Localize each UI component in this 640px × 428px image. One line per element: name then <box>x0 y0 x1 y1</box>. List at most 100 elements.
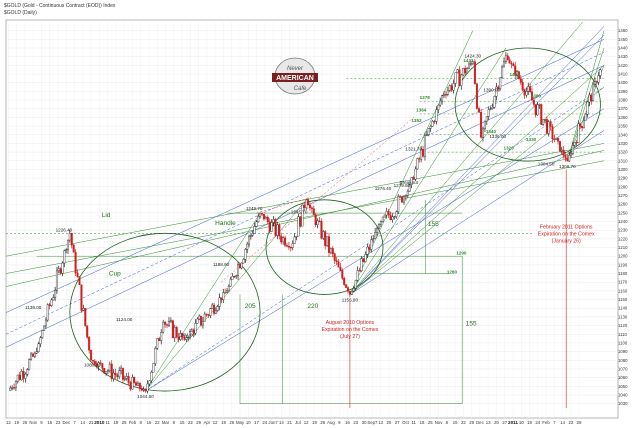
price-label: 1245.70 <box>291 210 308 215</box>
price-bar-body <box>391 216 394 220</box>
price-bar-body <box>103 368 106 374</box>
price-bar-body <box>52 297 55 301</box>
x-tick-label: 26 <box>23 420 28 425</box>
price-label: 1249.70 <box>246 206 263 211</box>
price-bar-body <box>148 380 151 385</box>
y-tick-label: 1320 <box>618 150 628 155</box>
price-bar-body <box>190 329 193 332</box>
y-tick-label: 1370 <box>618 106 628 111</box>
x-tick-label: Feb <box>129 420 137 425</box>
x-tick-label: 27 <box>502 420 507 425</box>
price-bar-body <box>446 90 449 95</box>
x-tick-label: Jul <box>295 420 301 425</box>
watermark-logo: Never AMERICAN Cafe <box>272 57 318 95</box>
x-tick-label: 19 <box>114 420 119 425</box>
price-bar-body <box>358 270 361 272</box>
price-bar-body <box>429 126 432 129</box>
price-bar-body <box>140 388 143 391</box>
price-bar-body <box>88 337 91 351</box>
price-bar-body <box>568 154 571 162</box>
price-bar-body <box>253 226 256 234</box>
y-tick-label: 1160 <box>618 288 628 293</box>
trend-line <box>349 21 583 295</box>
price-bar-body <box>240 262 243 269</box>
y-tick-label: 1270 <box>618 193 628 198</box>
x-tick-label: 12 <box>304 420 309 425</box>
price-bar-body <box>41 330 44 338</box>
price-bar-body <box>450 85 453 91</box>
watermark-line1: Never <box>287 66 304 72</box>
x-tick-label: Apr <box>204 420 211 425</box>
price-bar-body <box>489 108 492 110</box>
price-bar-body <box>452 83 455 91</box>
price-bar-body <box>259 212 262 217</box>
price-label: 1304.50 <box>538 162 555 167</box>
price-bar-body <box>370 239 373 250</box>
price-bar-body <box>289 247 292 249</box>
price-bar-body <box>557 138 560 142</box>
price-label: 1124.00 <box>116 317 133 322</box>
price-bar-body <box>22 371 25 379</box>
trend-line <box>567 30 605 162</box>
x-tick-label: 2011 <box>508 420 518 425</box>
y-tick-label: 1440 <box>618 46 628 51</box>
x-tick-label: 16 <box>147 420 152 425</box>
x-tick-label: 27 <box>395 420 400 425</box>
price-bar-body <box>586 101 589 115</box>
price-bar-body <box>116 374 119 377</box>
price-bar-body <box>406 190 409 196</box>
price-bar-body <box>280 235 283 243</box>
x-tick-label: 11 <box>411 420 416 425</box>
plot-frame <box>5 19 619 419</box>
level-label: 1421 <box>463 58 474 63</box>
price-bar-body <box>473 61 476 85</box>
price-bar-body <box>571 145 574 154</box>
price-bar-body <box>123 378 126 380</box>
price-label: 1104.00 <box>179 332 196 337</box>
price-bar-body <box>383 214 386 218</box>
price-bar-body <box>366 246 369 255</box>
price-bar-body <box>48 304 51 306</box>
count-label: 205 <box>245 303 256 310</box>
price-bar-body <box>264 216 267 220</box>
x-tick-label: 19 <box>14 420 19 425</box>
x-tick-label: 15 <box>180 420 185 425</box>
y-tick-label: 1050 <box>618 384 628 389</box>
price-bar-body <box>599 69 602 76</box>
price-bar-body <box>278 224 281 237</box>
price-bar-body <box>376 228 379 233</box>
price-bar-body <box>144 388 147 392</box>
x-tick-label: 22 <box>188 420 193 425</box>
x-tick-label: 25 <box>122 420 127 425</box>
price-bar-body <box>287 246 290 248</box>
price-bar-body <box>231 275 234 280</box>
expiration-note-line: Expiration on the Comex <box>538 231 595 237</box>
price-bar-body <box>46 304 49 321</box>
price-bar-body <box>262 214 265 220</box>
price-bar-body <box>95 363 98 367</box>
x-tick-label: 2010 <box>94 420 105 425</box>
x-tick-label: 23 <box>353 420 358 425</box>
price-bar-body <box>525 91 528 96</box>
price-bar-body <box>423 135 426 157</box>
price-label: 1390.00 <box>483 87 500 92</box>
price-bar-body <box>551 126 554 140</box>
price-bar-body <box>209 308 212 316</box>
price-bar-body <box>35 351 38 354</box>
grid <box>6 22 616 418</box>
price-bar-body <box>360 258 363 272</box>
x-tick-label: 13 <box>378 420 383 425</box>
price-bar-body <box>547 121 550 134</box>
y-tick-label: 1400 <box>618 80 628 85</box>
x-tick-label: 22 <box>461 420 466 425</box>
price-bar-body <box>443 94 446 96</box>
x-tick-label: Oct <box>402 420 409 425</box>
price-bar-body <box>303 204 306 208</box>
price-bar-body <box>276 224 279 236</box>
x-tick-label: Dec <box>62 420 70 425</box>
price-label: 1139.00 <box>25 305 42 310</box>
price-bar-body <box>499 77 502 89</box>
price-bar-body <box>534 104 537 116</box>
price-bar-body <box>420 149 423 160</box>
price-bar-body <box>318 220 321 222</box>
